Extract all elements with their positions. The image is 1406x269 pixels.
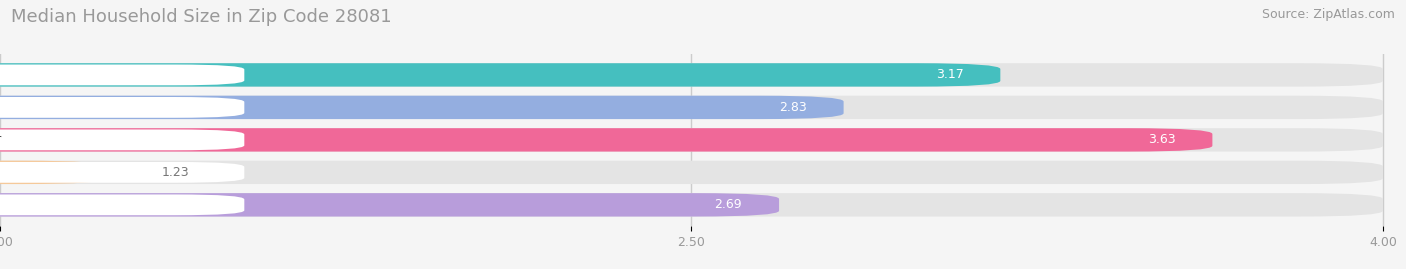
FancyBboxPatch shape <box>0 194 245 215</box>
FancyBboxPatch shape <box>0 161 1384 184</box>
FancyBboxPatch shape <box>0 63 1000 87</box>
Text: Source: ZipAtlas.com: Source: ZipAtlas.com <box>1261 8 1395 21</box>
FancyBboxPatch shape <box>0 162 245 183</box>
FancyBboxPatch shape <box>0 96 1384 119</box>
FancyBboxPatch shape <box>0 193 1384 217</box>
FancyBboxPatch shape <box>0 128 1212 151</box>
Text: 3.63: 3.63 <box>1147 133 1175 146</box>
Text: 2.83: 2.83 <box>779 101 807 114</box>
FancyBboxPatch shape <box>0 65 245 85</box>
FancyBboxPatch shape <box>0 129 245 150</box>
FancyBboxPatch shape <box>0 128 1384 151</box>
Text: 1.23: 1.23 <box>162 166 188 179</box>
FancyBboxPatch shape <box>0 96 844 119</box>
Text: Median Household Size in Zip Code 28081: Median Household Size in Zip Code 28081 <box>11 8 392 26</box>
Text: 2.69: 2.69 <box>714 198 742 211</box>
FancyBboxPatch shape <box>0 97 245 118</box>
Text: 3.17: 3.17 <box>936 68 963 82</box>
FancyBboxPatch shape <box>0 193 779 217</box>
FancyBboxPatch shape <box>0 63 1384 87</box>
FancyBboxPatch shape <box>0 161 105 184</box>
